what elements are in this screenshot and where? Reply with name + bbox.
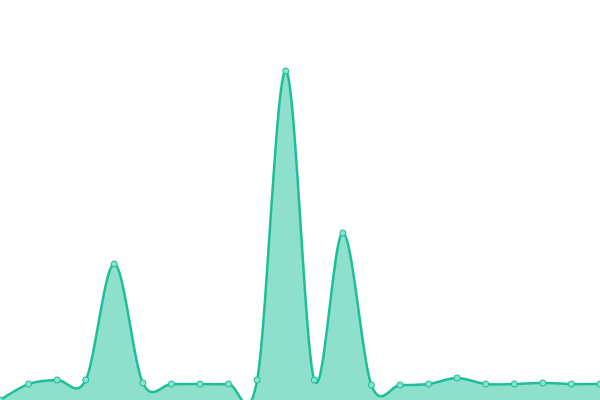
data-point bbox=[453, 374, 461, 382]
data-point bbox=[253, 376, 261, 384]
data-point bbox=[225, 380, 233, 388]
data-point bbox=[567, 380, 575, 388]
data-point bbox=[339, 229, 347, 237]
data-point bbox=[110, 260, 118, 268]
data-point bbox=[196, 380, 204, 388]
area-fill bbox=[0, 71, 600, 400]
data-point bbox=[396, 381, 404, 389]
data-point bbox=[53, 376, 61, 384]
data-point bbox=[310, 376, 318, 384]
data-point bbox=[596, 380, 600, 388]
data-point bbox=[425, 380, 433, 388]
data-point bbox=[167, 380, 175, 388]
data-point bbox=[482, 380, 490, 388]
data-point bbox=[82, 376, 90, 384]
data-point bbox=[139, 379, 147, 387]
data-point bbox=[25, 380, 33, 388]
data-point bbox=[367, 381, 375, 389]
data-point bbox=[0, 396, 4, 400]
data-point bbox=[510, 380, 518, 388]
data-point bbox=[539, 379, 547, 387]
data-point bbox=[282, 67, 290, 75]
